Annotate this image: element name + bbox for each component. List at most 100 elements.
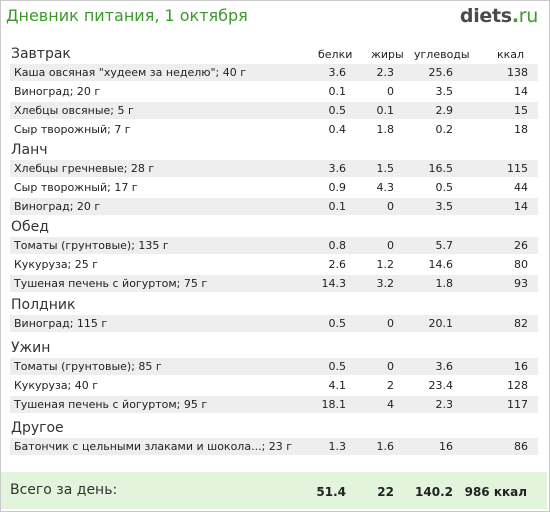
food-kcal: 86 <box>514 440 528 453</box>
food-fat: 0 <box>387 360 394 373</box>
food-fat: 4.3 <box>376 181 395 194</box>
food-carbs: 0.5 <box>435 181 454 194</box>
total-protein: 51.4 <box>316 485 346 499</box>
meal-section: Другое Батончик с цельными злаками и шоко… <box>10 418 538 457</box>
food-carbs: 23.4 <box>428 379 454 392</box>
food-fat: 0 <box>387 317 394 330</box>
food-fat: 0 <box>387 85 394 98</box>
food-row: Хлебцы гречневые; 28 г 3.6 1.5 16.5 115 <box>10 160 538 177</box>
food-name: Хлебцы гречневые; 28 г <box>14 162 155 175</box>
meal-title: Завтрак <box>11 46 71 62</box>
food-protein: 1.3 <box>328 440 347 453</box>
food-kcal: 16 <box>514 360 528 373</box>
food-name: Сыр творожный; 7 г <box>14 123 131 136</box>
food-carbs: 25.6 <box>428 66 454 79</box>
food-carbs: 2.3 <box>435 398 454 411</box>
meal-section: Обед Томаты (грунтовые); 135 г 0.8 0 5.7 26 Ку… <box>10 217 538 294</box>
food-protein: 0.5 <box>328 317 347 330</box>
food-fat: 0.1 <box>376 104 395 117</box>
food-kcal: 80 <box>514 258 528 271</box>
food-kcal: 18 <box>514 123 528 136</box>
food-fat: 1.2 <box>376 258 395 271</box>
food-carbs: 3.5 <box>435 85 454 98</box>
meal-title: Полдник <box>11 297 76 313</box>
meal-section: Полдник Виноград; 115 г 0.5 0 20.1 82 <box>10 295 538 334</box>
food-name: Тушеная печень с йогуртом; 95 г <box>14 398 208 411</box>
meal-section: Ланч Хлебцы гречневые; 28 г 3.6 1.5 16.5 115 С… <box>10 140 538 217</box>
totals-label: Всего за день: <box>10 482 118 498</box>
food-kcal: 82 <box>514 317 528 330</box>
meal-section: Завтрак Каша овсяная "худеем за неделю"; … <box>10 44 538 140</box>
food-carbs: 5.7 <box>435 239 454 252</box>
food-protein: 0.1 <box>328 85 347 98</box>
meal-title: Другое <box>11 420 64 436</box>
food-fat: 1.5 <box>376 162 395 175</box>
food-carbs: 0.2 <box>435 123 454 136</box>
food-fat: 1.6 <box>376 440 395 453</box>
food-fat: 2 <box>387 379 394 392</box>
food-row: Виноград; 20 г 0.1 0 3.5 14 <box>10 198 538 215</box>
meal-section: Ужин Томаты (грунтовые); 85 г 0.5 0 3.6 16 Кук… <box>10 338 538 415</box>
column-header-kcal: ккал <box>497 48 525 61</box>
food-fat: 4 <box>387 398 394 411</box>
food-name: Кукуруза; 40 г <box>14 379 99 392</box>
food-fat: 0 <box>387 239 394 252</box>
food-carbs: 3.5 <box>435 200 454 213</box>
food-carbs: 20.1 <box>428 317 454 330</box>
food-fat: 1.8 <box>376 123 395 136</box>
food-kcal: 15 <box>514 104 528 117</box>
food-protein: 18.1 <box>321 398 347 411</box>
food-carbs: 1.8 <box>435 277 454 290</box>
food-name: Томаты (грунтовые); 85 г <box>14 360 162 373</box>
food-name: Каша овсяная "худеем за неделю"; 40 г <box>14 66 247 79</box>
food-fat: 0 <box>387 200 394 213</box>
page-title: Дневник питания, 1 октября <box>6 6 248 25</box>
food-name: Томаты (грунтовые); 135 г <box>14 239 169 252</box>
meal-title: Ланч <box>11 142 48 158</box>
meal-title: Ужин <box>11 340 51 356</box>
food-row: Кукуруза; 40 г 4.1 2 23.4 128 <box>10 377 538 394</box>
food-row: Батончик с цельными злаками и шокола...;… <box>10 438 538 455</box>
food-fat: 3.2 <box>376 277 395 290</box>
food-name: Сыр творожный; 17 г <box>14 181 138 194</box>
food-carbs: 16.5 <box>428 162 454 175</box>
food-protein: 0.8 <box>328 239 347 252</box>
meal-title: Обед <box>11 219 49 235</box>
food-name: Батончик с цельными злаками и шокола...;… <box>14 440 293 453</box>
food-name: Виноград; 20 г <box>14 85 101 98</box>
food-protein: 0.5 <box>328 360 347 373</box>
food-kcal: 128 <box>507 379 528 392</box>
column-header-protein: белки <box>318 48 353 61</box>
food-row: Тушеная печень с йогуртом; 75 г 14.3 3.2 1.… <box>10 275 538 292</box>
column-header-fat: жиры <box>371 48 404 61</box>
site-logo[interactable]: diets.ru <box>460 5 538 27</box>
food-kcal: 115 <box>507 162 528 175</box>
food-carbs: 3.6 <box>435 360 454 373</box>
logo-main: diets <box>459 5 512 27</box>
food-kcal: 117 <box>507 398 528 411</box>
food-row: Тушеная печень с йогуртом; 95 г 18.1 4 2.3 1… <box>10 396 538 413</box>
logo-dot: . <box>511 5 519 27</box>
food-carbs: 14.6 <box>428 258 454 271</box>
food-kcal: 26 <box>514 239 528 252</box>
food-carbs: 16 <box>439 440 453 453</box>
total-kcal: 986 ккал <box>464 485 527 499</box>
food-name: Хлебцы овсяные; 5 г <box>14 104 134 117</box>
food-name: Тушеная печень с йогуртом; 75 г <box>14 277 208 290</box>
food-kcal: 138 <box>507 66 528 79</box>
food-protein: 14.3 <box>321 277 347 290</box>
food-protein: 0.1 <box>328 200 347 213</box>
food-row: Хлебцы овсяные; 5 г 0.5 0.1 2.9 15 <box>10 102 538 119</box>
food-protein: 2.6 <box>328 258 347 271</box>
daily-totals-bar: Всего за день: 51.4 22 140.2 986 ккал <box>1 472 547 509</box>
food-row: Томаты (грунтовые); 85 г 0.5 0 3.6 16 <box>10 358 538 375</box>
food-protein: 0.5 <box>328 104 347 117</box>
food-row: Кукуруза; 25 г 2.6 1.2 14.6 80 <box>10 256 538 273</box>
food-carbs: 2.9 <box>435 104 454 117</box>
food-protein: 4.1 <box>328 379 347 392</box>
logo-tld: ru <box>518 5 539 27</box>
food-name: Виноград; 20 г <box>14 200 101 213</box>
food-protein: 3.6 <box>328 66 347 79</box>
food-row: Томаты (грунтовые); 135 г 0.8 0 5.7 26 <box>10 237 538 254</box>
food-protein: 0.4 <box>328 123 347 136</box>
